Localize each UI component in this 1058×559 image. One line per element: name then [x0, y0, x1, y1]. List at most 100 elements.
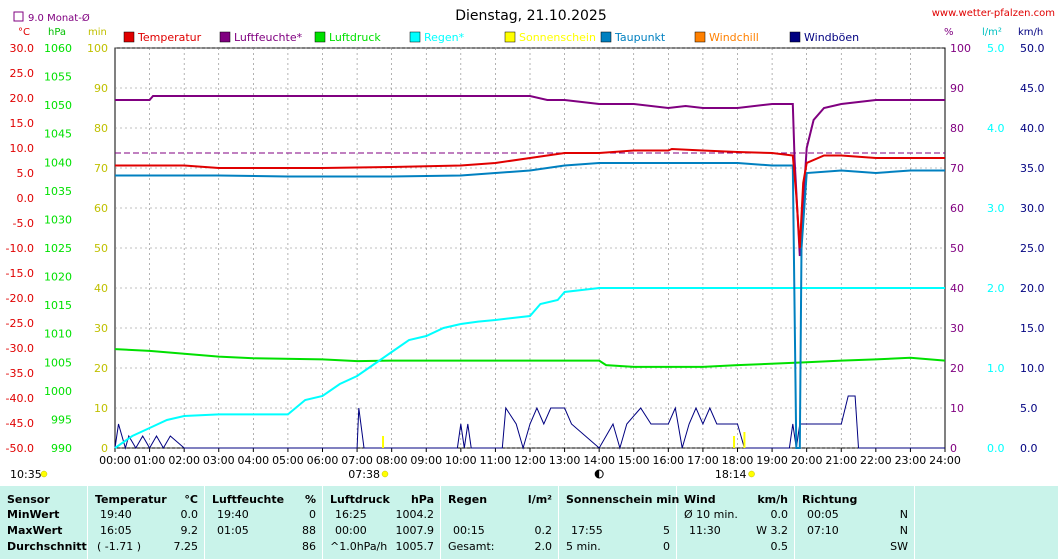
col-sun: Sonnenschein min 17:55 5 5 min. 0	[559, 486, 680, 559]
temp-min-time: 19:40	[100, 508, 132, 521]
press-tick-label: 1060	[44, 42, 72, 55]
wind-avg-value: 0.5	[770, 540, 789, 553]
legend-swatch	[600, 31, 612, 43]
wind-tick-label: 25.0	[1020, 242, 1045, 255]
press-tick-label: 1045	[44, 128, 72, 141]
axis-ticks: 30.0 25.0 20.0 15.0 10.0 5.0 0.0 -5.0 -10.0 -15.0…	[6, 42, 1045, 467]
temp-tick-label: 25.0	[10, 67, 35, 80]
minwert-label: MinWert	[7, 508, 60, 521]
hum-tick-label: 90	[950, 82, 964, 95]
press-unit: hPa	[410, 493, 434, 506]
chart-grid	[114, 47, 946, 449]
durchschnitt-label: Durchschnitt	[7, 540, 87, 553]
temp-tick-label: 20.0	[10, 92, 35, 105]
col-dir: Richtung 00:05 N 07:10 N SW	[795, 486, 915, 559]
temp-tick-label: 0.0	[17, 192, 35, 205]
legend-label: Sonnenschein	[519, 31, 596, 44]
chart-series	[114, 95, 946, 450]
min-tick-label: 0	[101, 442, 108, 455]
temp-avg-note: ( -1.71 )	[97, 540, 142, 553]
rain-avg-value: 2.0	[534, 540, 553, 553]
legend-swatch	[409, 31, 421, 43]
hum-tick-label: 50	[950, 242, 964, 255]
dir-max-value: N	[899, 524, 908, 537]
col-press: Luftdruck hPa 16:25 1004.2 00:00 1007.9 ^1.…	[323, 486, 441, 559]
monat-icon	[13, 11, 24, 22]
press-tick-label: 1035	[44, 185, 72, 198]
rain-header: Regen	[448, 493, 488, 506]
legend-label: Regen*	[424, 31, 465, 44]
temp-tick-label: -30.0	[6, 342, 34, 355]
sun-header: Sonnenschein min	[566, 493, 680, 506]
sensor-header: Sensor	[7, 493, 50, 506]
series-taupunkt	[115, 162, 945, 449]
legend-swatch	[314, 31, 326, 43]
moon-shade-icon	[595, 470, 600, 478]
rain-tick-label: 5.0	[987, 42, 1005, 55]
legend-label: Temperatur	[137, 31, 202, 44]
temp-tick-label: -45.0	[6, 417, 34, 430]
series-temperatur	[115, 147, 945, 249]
hum-min-time: 19:40	[217, 508, 249, 521]
legend-label: Luftfeuchte*	[234, 31, 303, 44]
stats-table: Sensor MinWert MaxWert Durchschnitt Temp…	[0, 486, 1058, 559]
source-link[interactable]: www.wetter-pfalzen.com	[932, 8, 1055, 19]
time-tick-label: 03:00	[203, 454, 235, 467]
press-tick-label: 995	[51, 413, 72, 426]
legend-swatch	[504, 31, 516, 43]
legend-swatch	[219, 31, 231, 43]
hum-tick-label: 20	[950, 362, 964, 375]
wind-unit: km/h	[757, 493, 788, 506]
col-temp: Temperatur °C 19:40 0.0 16:05 9.2 ( -1.71 )…	[88, 486, 205, 559]
min-tick-label: 40	[94, 282, 108, 295]
wind-tick-label: 35.0	[1020, 162, 1045, 175]
rain-tick-label: 3.0	[987, 202, 1005, 215]
maxwert-label: MaxWert	[7, 524, 63, 537]
time-tick-label: 23:00	[895, 454, 927, 467]
legend-label: Taupunkt	[614, 31, 666, 44]
dir-header: Richtung	[802, 493, 858, 506]
wind-min-time: Ø 10 min.	[684, 508, 738, 521]
wind-header: Wind	[684, 493, 716, 506]
hum-avg-value: 86	[302, 540, 316, 553]
wind-tick-label: 40.0	[1020, 122, 1045, 135]
sunshine-bar	[733, 436, 736, 448]
min-tick-label: 90	[94, 82, 108, 95]
rain-tick-label: 0.0	[987, 442, 1005, 455]
wind-tick-label: 45.0	[1020, 82, 1045, 95]
unit-press: hPa	[48, 27, 66, 38]
temp-tick-label: -10.0	[6, 242, 34, 255]
min-tick-label: 60	[94, 202, 108, 215]
time-tick-label: 07:00	[341, 454, 373, 467]
rain-tick-label: 4.0	[987, 122, 1005, 135]
time-tick-label: 10:00	[445, 454, 477, 467]
left-sun-icon	[40, 470, 48, 478]
unit-temp: °C	[18, 27, 30, 38]
press-tick-label: 1000	[44, 385, 72, 398]
time-tick-label: 22:00	[860, 454, 892, 467]
hum-tick-label: 30	[950, 322, 964, 335]
sunset-icon	[748, 470, 755, 478]
legend-swatch	[123, 31, 135, 43]
press-tick-label: 1030	[44, 213, 72, 226]
press-tick-label: 1055	[44, 71, 72, 84]
dir-min-value: N	[899, 508, 908, 521]
time-tick-label: 12:00	[514, 454, 546, 467]
temp-tick-label: 5.0	[17, 167, 35, 180]
legend-swatch	[694, 31, 706, 43]
sun-avg-note: 5 min.	[566, 540, 601, 553]
temp-tick-label: 10.0	[10, 142, 35, 155]
col-hum: Luftfeuchte% 19:40 0 01:05 88 86	[205, 486, 323, 559]
dir-avg-value: SW	[890, 540, 908, 553]
legend-label: Luftdruck	[329, 31, 381, 44]
legend-swatch	[789, 31, 801, 43]
press-tick-label: 1010	[44, 328, 72, 341]
sunset-time: 18:14	[715, 468, 747, 481]
min-tick-label: 20	[94, 362, 108, 375]
press-tick-label: 1025	[44, 242, 72, 255]
temp-tick-label: -5.0	[13, 217, 34, 230]
press-tick-label: 1005	[44, 356, 72, 369]
press-tick-label: 1020	[44, 271, 72, 284]
sun-avg-value: 0	[663, 540, 670, 553]
col-sensor: Sensor MinWert MaxWert Durchschnitt	[0, 486, 88, 559]
